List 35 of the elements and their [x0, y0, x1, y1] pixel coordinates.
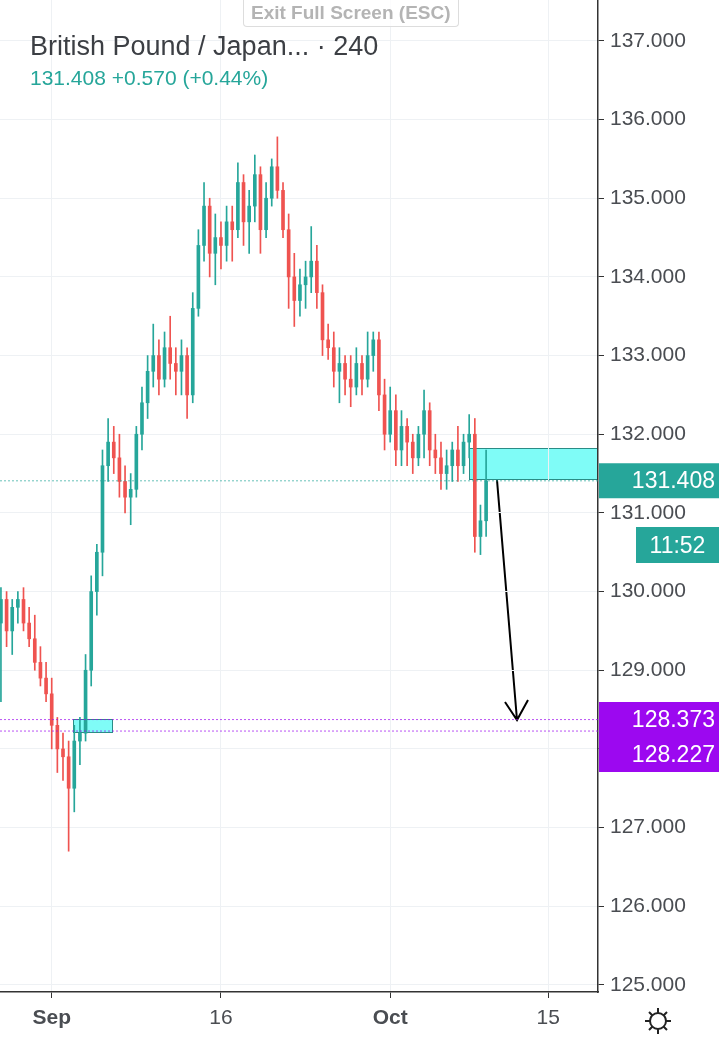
candlestick: [219, 221, 223, 270]
ref-line-label: 128.373: [631, 705, 715, 732]
candlestick: [326, 323, 330, 360]
annotation: Exit Full Screen (ESC): [243, 0, 459, 27]
y-tick-label: 135.000: [610, 185, 686, 209]
y-tick-label: 137.000: [610, 27, 686, 51]
candlestick: [467, 414, 472, 459]
candlestick: [213, 213, 218, 286]
candlestick: [174, 347, 178, 396]
y-tick-label: 129.000: [610, 657, 686, 681]
y-tick-label: 130.000: [610, 578, 686, 602]
candlestick: [230, 205, 235, 262]
y-tick-label: 126.000: [610, 893, 686, 917]
candlestick: [309, 226, 314, 293]
ref-line-label: 128.227: [631, 740, 715, 767]
text: British Pound / Japan... · 240: [30, 31, 379, 62]
candlestick: [0, 587, 3, 703]
y-tick-label: 132.000: [610, 421, 686, 445]
y-tick-label: 131.000: [610, 499, 686, 523]
x-tick-label: 15: [536, 1005, 560, 1029]
candlestick: [78, 717, 82, 765]
x-tick-label: Sep: [32, 1005, 71, 1029]
y-tick-label: 125.000: [610, 971, 686, 995]
ref-line-label: 131.408: [631, 467, 715, 494]
text: 131.408 +0.570 (+0.44%): [30, 66, 269, 90]
y-tick-label: 133.000: [610, 342, 686, 366]
candlestick: [348, 355, 353, 408]
candlestick: [247, 190, 251, 254]
y-tick-label: 136.000: [610, 106, 686, 130]
y-tick-label: 134.000: [610, 263, 686, 287]
x-tick-label: Oct: [372, 1005, 408, 1029]
text: 11:52: [636, 527, 719, 563]
candlestick: [61, 732, 65, 781]
y-tick-label: 127.000: [610, 814, 686, 838]
x-tick-label: 16: [209, 1005, 233, 1029]
